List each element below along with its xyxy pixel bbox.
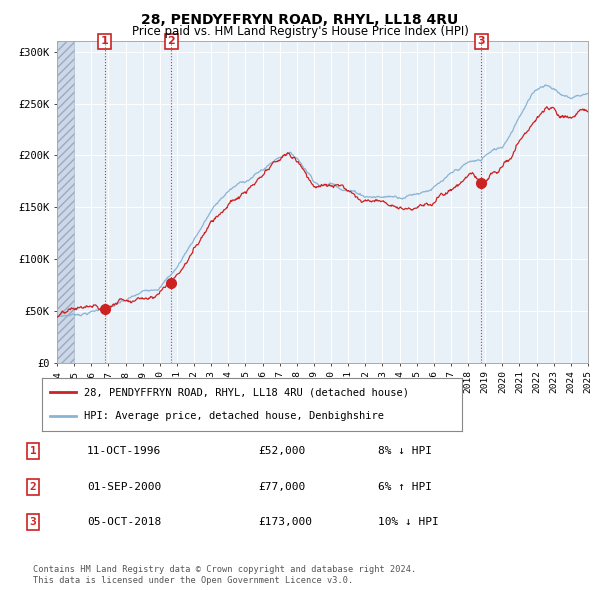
Text: 01-SEP-2000: 01-SEP-2000: [87, 482, 161, 491]
Text: £77,000: £77,000: [258, 482, 305, 491]
Text: 10% ↓ HPI: 10% ↓ HPI: [378, 517, 439, 527]
Text: 3: 3: [29, 517, 37, 527]
Text: 2: 2: [29, 482, 37, 491]
Text: 2: 2: [167, 37, 175, 46]
Text: 28, PENDYFFRYN ROAD, RHYL, LL18 4RU (detached house): 28, PENDYFFRYN ROAD, RHYL, LL18 4RU (det…: [84, 388, 409, 398]
Text: This data is licensed under the Open Government Licence v3.0.: This data is licensed under the Open Gov…: [33, 576, 353, 585]
Text: Contains HM Land Registry data © Crown copyright and database right 2024.: Contains HM Land Registry data © Crown c…: [33, 565, 416, 574]
Text: 6% ↑ HPI: 6% ↑ HPI: [378, 482, 432, 491]
Text: 8% ↓ HPI: 8% ↓ HPI: [378, 447, 432, 456]
Text: 28, PENDYFFRYN ROAD, RHYL, LL18 4RU: 28, PENDYFFRYN ROAD, RHYL, LL18 4RU: [142, 13, 458, 27]
Text: 3: 3: [478, 37, 485, 46]
Text: 11-OCT-1996: 11-OCT-1996: [87, 447, 161, 456]
Text: Price paid vs. HM Land Registry's House Price Index (HPI): Price paid vs. HM Land Registry's House …: [131, 25, 469, 38]
Text: £173,000: £173,000: [258, 517, 312, 527]
Text: 05-OCT-2018: 05-OCT-2018: [87, 517, 161, 527]
Text: 1: 1: [101, 37, 109, 46]
Text: £52,000: £52,000: [258, 447, 305, 456]
Bar: [57, 41, 74, 363]
Text: HPI: Average price, detached house, Denbighshire: HPI: Average price, detached house, Denb…: [84, 411, 384, 421]
Text: 1: 1: [29, 447, 37, 456]
